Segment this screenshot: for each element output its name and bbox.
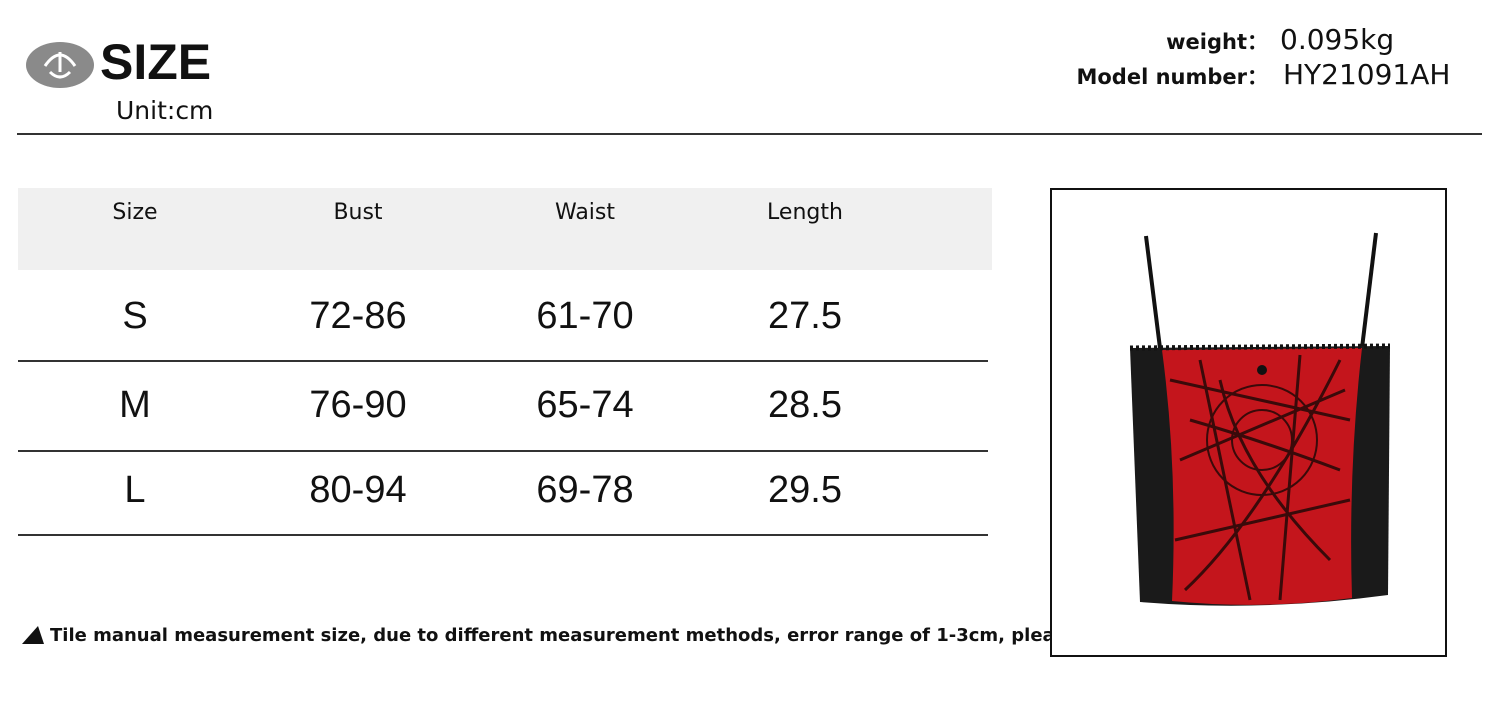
column-header: Size: [112, 200, 157, 225]
table-cell: 69-78: [536, 469, 633, 511]
product-image: [1129, 232, 1391, 606]
table-cell: 29.5: [768, 469, 842, 511]
column-header: Length: [767, 200, 843, 225]
logo-mark: [43, 52, 77, 79]
table-cell: 76-90: [309, 384, 406, 426]
table-cell: 61-70: [536, 295, 633, 337]
column-header: Bust: [333, 200, 382, 225]
model-label: Model number：: [1076, 65, 1268, 89]
table-cell: L: [124, 469, 145, 511]
size-table: Size Bust Waist Length S 72-86 61-70 27.5 M 76-90…: [18, 200, 988, 536]
weight-label: weight：: [1166, 30, 1268, 54]
note: Tile manual measurement size, due to dif…: [50, 625, 1201, 646]
table-cell: 65-74: [536, 384, 633, 426]
note-icon: [22, 626, 44, 644]
model-value: HY21091AH: [1283, 58, 1450, 91]
table-cell: 28.5: [768, 384, 842, 426]
title: SIZE: [100, 34, 211, 90]
table-cell: 72-86: [309, 295, 406, 337]
table-cell: M: [119, 384, 151, 426]
weight-value: 0.095kg: [1280, 23, 1394, 56]
table-cell: S: [122, 295, 147, 337]
table-cell: 80-94: [309, 469, 406, 511]
column-header: Waist: [555, 200, 615, 225]
table-header-bg: [18, 188, 992, 270]
table-cell: 27.5: [768, 295, 842, 337]
unit: Unit:cm: [116, 96, 213, 125]
